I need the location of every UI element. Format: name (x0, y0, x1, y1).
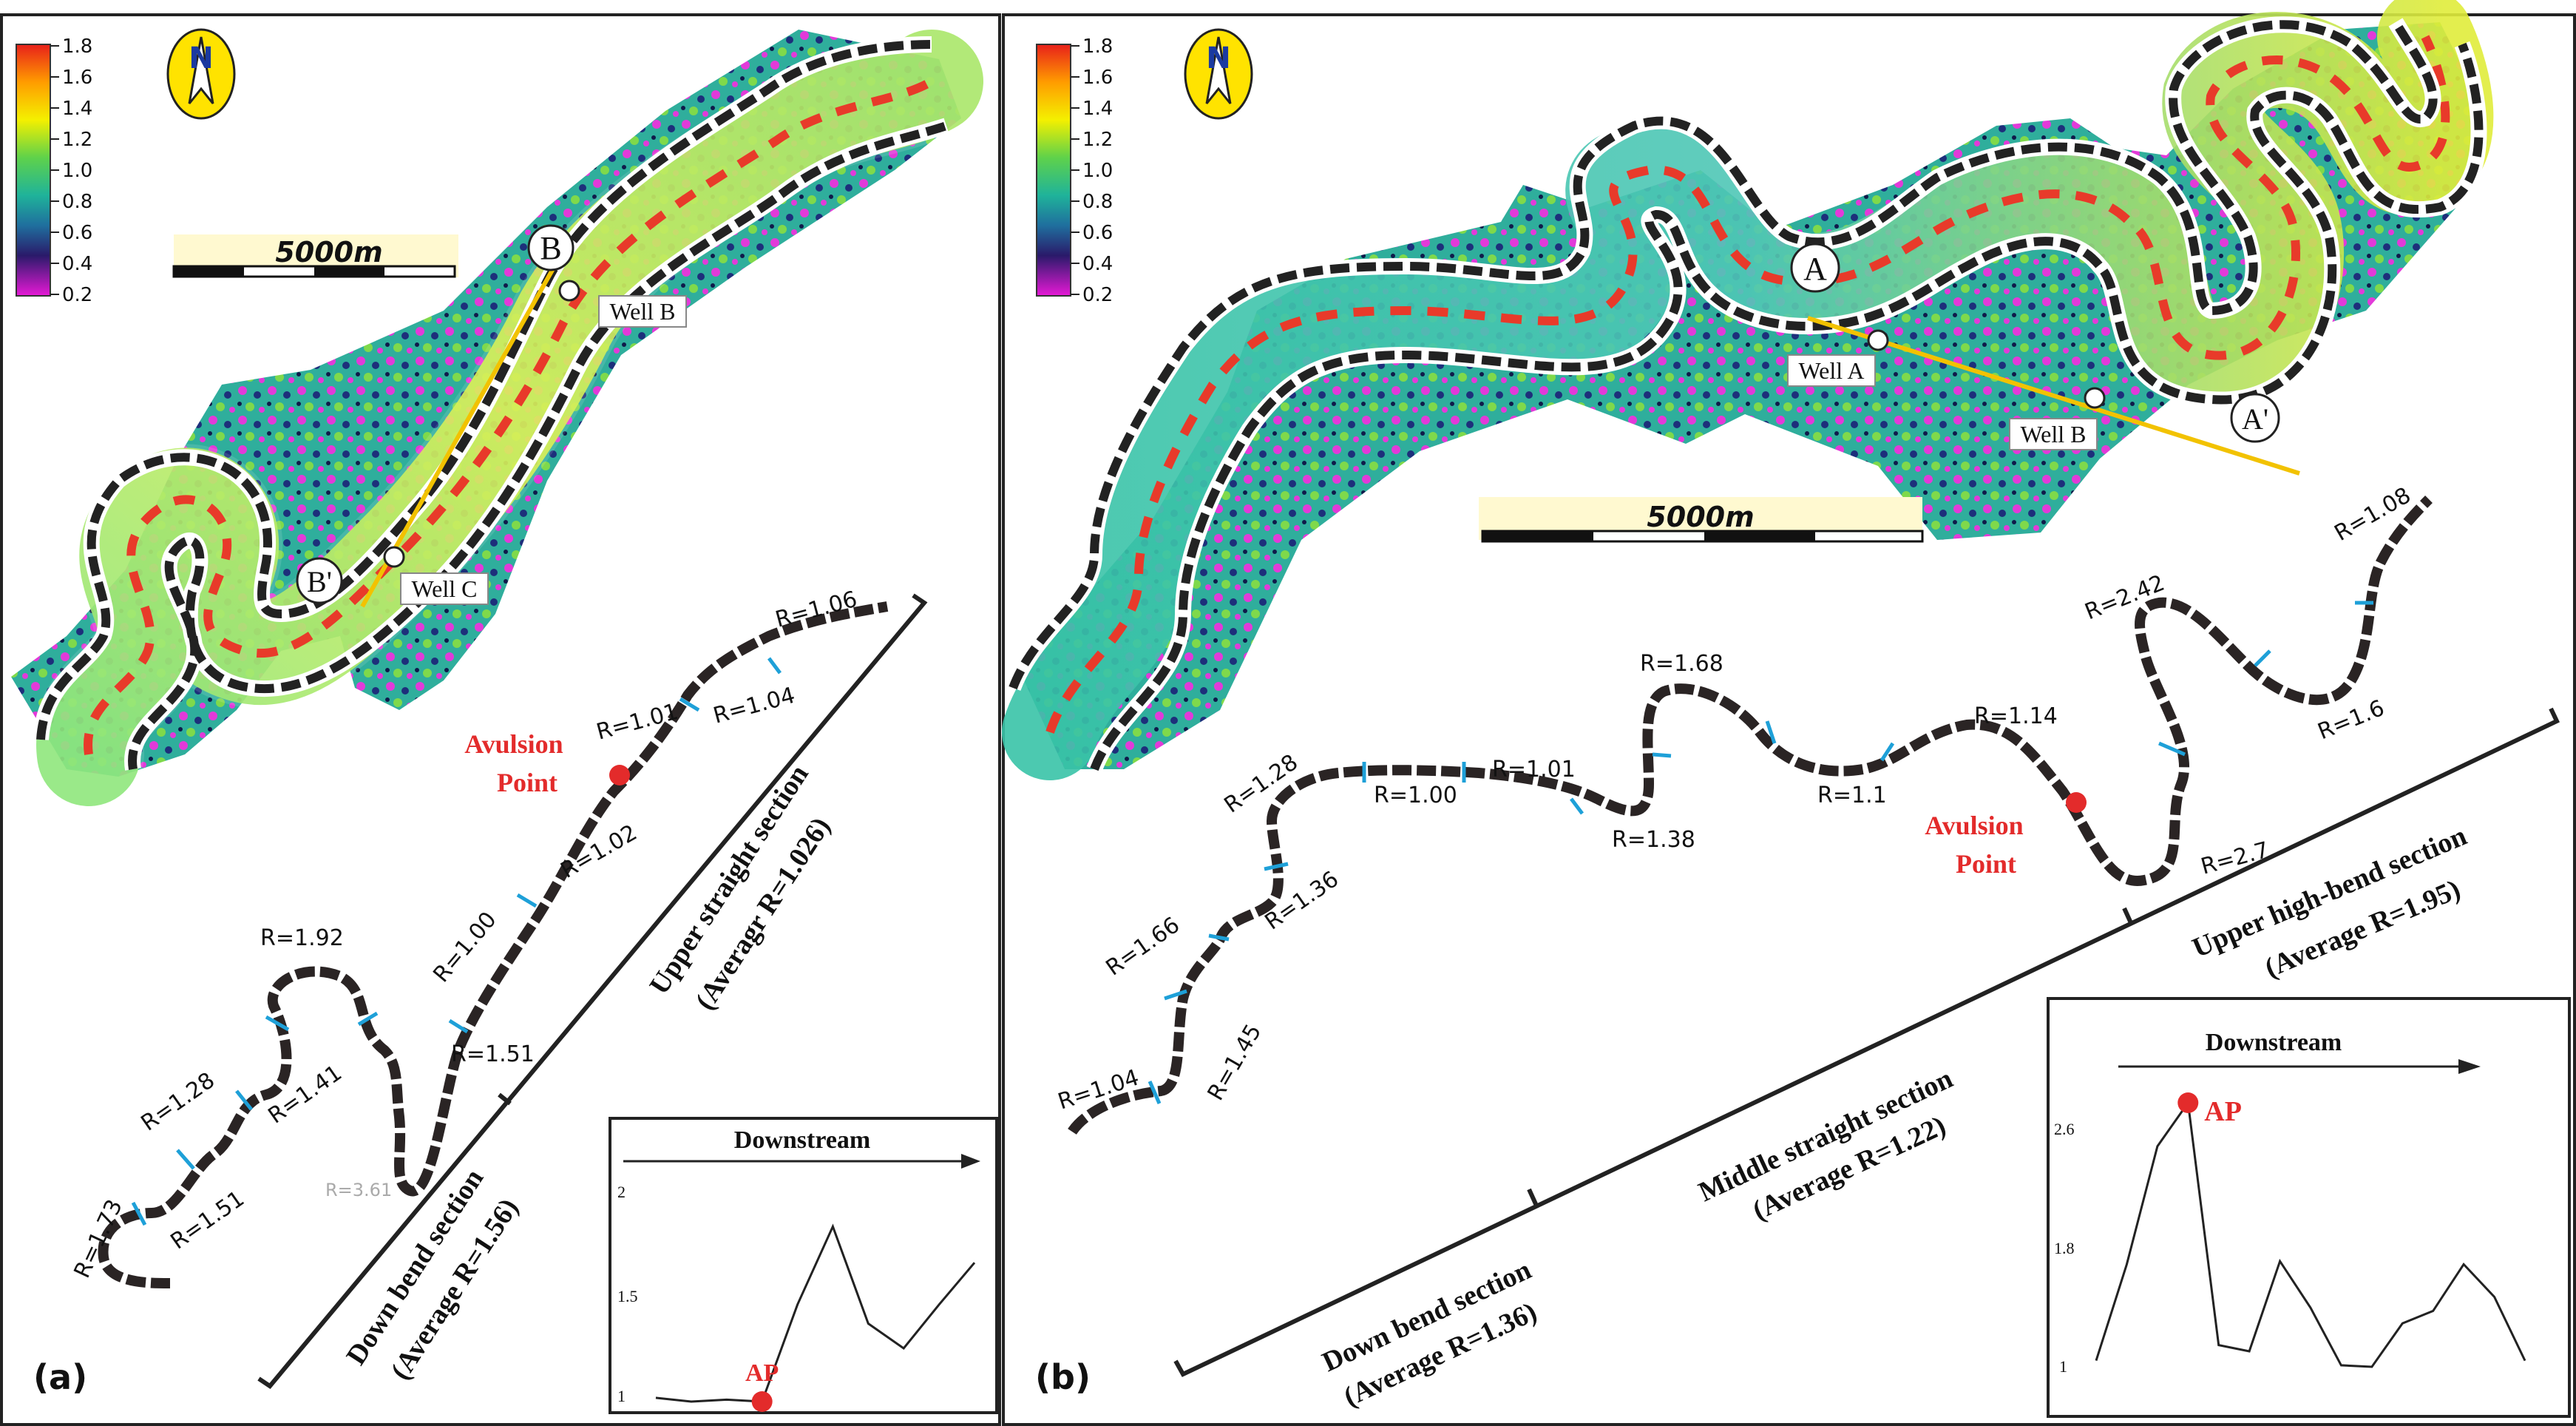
colorbar-a-tick-label-1: 1.6 (62, 67, 92, 89)
scale-bar-a: 5000m (172, 234, 458, 278)
colorbar-a-tick-label-5: 0.8 (62, 191, 92, 213)
r-label-a-11: R=3.61 (325, 1180, 392, 1200)
panel-letter-a: (a) (33, 1357, 87, 1397)
colorbar-a-tick-label-7: 0.4 (62, 253, 92, 275)
inset-ytick-a-0: 2 (617, 1183, 626, 1201)
inset-ytick-b-1: 1.8 (2054, 1239, 2075, 1257)
r-label-b-4: R=1.14 (1974, 703, 2058, 729)
panel-letter-b: (b) (1035, 1357, 1091, 1397)
colorbar-b-tick-label-3: 1.2 (1082, 129, 1113, 151)
inset-ap-marker-a (751, 1391, 773, 1412)
inset-line-a (655, 1223, 976, 1403)
section-label-a-prime: A' (2242, 402, 2268, 436)
avulsion-point-label-b-1: Avulsion (1925, 811, 2023, 840)
scale-bar-b: 5000m (1479, 497, 1924, 543)
section-axis-b (1173, 707, 2560, 1377)
colorbar-b-tick-label-5: 0.8 (1082, 191, 1113, 213)
inset-ytick-a-2: 1 (617, 1387, 626, 1405)
scale-label-b: 5000m (1647, 501, 1754, 533)
colorbar-a-tick-label-2: 1.4 (62, 98, 92, 120)
colorbar-b-tick-label-8: 0.2 (1082, 284, 1113, 306)
well-c-label: Well C (412, 575, 478, 602)
svg-text:N: N (189, 41, 213, 75)
inset-ytick-a-1: 1.5 (617, 1287, 638, 1305)
section-axis-a (257, 593, 928, 1389)
colorbar-a-tick-label-6: 0.6 (62, 222, 92, 244)
colorbar-b-tick-label-1: 1.6 (1082, 67, 1113, 89)
well-a-label: Well A (1799, 357, 1865, 384)
inset-ap-marker-b (2177, 1092, 2199, 1113)
inset-ap-label-b: AP (2204, 1096, 2242, 1127)
colorbar-b: 1.8 1.6 1.4 1.2 1.0 0.8 0.6 0.4 0.2 (1036, 36, 1113, 306)
inset-title-b: Downstream (2206, 1029, 2342, 1056)
scale-label-a: 5000m (275, 236, 382, 268)
r-label-b-9: R=1.00 (1374, 783, 1457, 808)
colorbar-a: 1.8 1.6 1.4 1.2 1.0 0.8 0.6 0.4 0.2 (16, 36, 92, 306)
planform-channel-a (95, 599, 889, 1291)
colorbar-a-tick-label-3: 1.2 (62, 129, 92, 151)
r-label-a-6: R=1.92 (260, 925, 344, 951)
r-label-b-5: R=1.1 (1817, 783, 1887, 808)
r-label-a-5: R=1.51 (451, 1041, 535, 1067)
avulsion-point-label-b-2: Point (1956, 849, 2016, 879)
amplitude-map-a: B B' Well B Well C (11, 26, 987, 810)
r-label-b-7: R=1.38 (1612, 827, 1695, 853)
amplitude-map-b: A A' Well A Well B (1002, 0, 2494, 780)
inset-chart-a: Downstream 2 1.5 1 AP (609, 1117, 998, 1414)
colorbar-b-tick-label-2: 1.4 (1082, 98, 1113, 120)
r-label-b-8: R=1.01 (1492, 757, 1576, 783)
inset-ap-label-a: AP (745, 1359, 779, 1387)
section-label-b-prime: B' (307, 565, 332, 598)
colorbar-a-tick-label-4: 1.0 (62, 160, 92, 182)
inset-chart-b: Downstream 2.6 1.8 1 AP (2047, 997, 2571, 1418)
colorbar-a-tick-label-0: 1.8 (62, 36, 92, 58)
avulsion-point-label-a-1: Avulsion (464, 729, 563, 759)
inset-line-b (2095, 1099, 2526, 1368)
north-arrow-icon: N (1184, 28, 1253, 120)
well-b-label-a: Well B (610, 298, 676, 325)
north-arrow-icon: N (166, 28, 236, 120)
colorbar-b-tick-label-7: 0.4 (1082, 253, 1113, 275)
section-label-b: B (540, 230, 561, 266)
well-b-label-b: Well B (2021, 421, 2087, 447)
colorbar-b-tick-label-6: 0.6 (1082, 222, 1113, 244)
planform-channel-b (1065, 493, 2435, 1137)
avulsion-point-label-a-2: Point (497, 768, 557, 797)
colorbar-b-tick-label-4: 1.0 (1082, 160, 1113, 182)
colorbar-b-tick-label-0: 1.8 (1082, 36, 1113, 58)
inset-ytick-b-2: 1 (2059, 1357, 2067, 1376)
inset-title-a: Downstream (734, 1126, 870, 1154)
inset-ytick-b-0: 2.6 (2054, 1120, 2075, 1138)
section-label-a: A (1803, 251, 1827, 287)
r-label-b-6: R=1.68 (1640, 651, 1723, 677)
colorbar-a-tick-label-8: 0.2 (62, 284, 92, 306)
svg-text:N: N (1206, 41, 1230, 75)
